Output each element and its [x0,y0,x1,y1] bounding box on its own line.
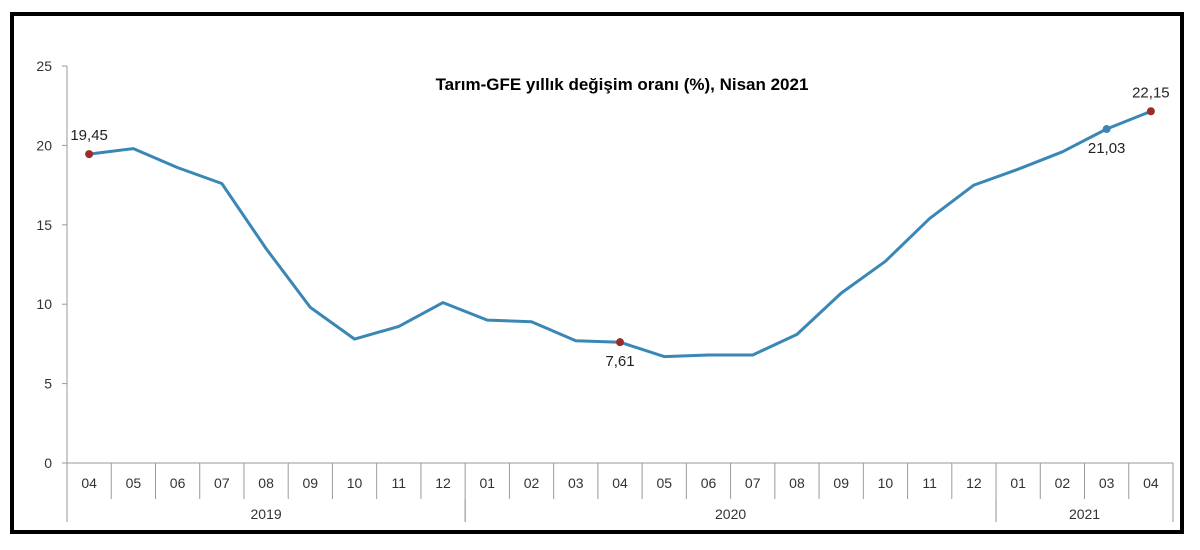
axes [66,66,1174,522]
x-tick-label: 07 [745,475,761,491]
x-tick-label: 11 [392,475,407,491]
x-tick-label: 01 [1010,475,1026,491]
x-tick-label: 10 [347,475,363,491]
year-label: 2021 [1069,506,1100,522]
data-label: 19,45 [70,127,108,144]
chart-title: Tarım-GFE yıllık değişim oranı (%), Nisa… [436,75,809,94]
data-label: 22,15 [1132,84,1170,101]
x-tick-label: 06 [701,475,717,491]
highlight-marker [616,338,624,347]
x-tick-label: 10 [878,475,894,491]
highlight-layer: 19,45 7,61 21,03 22,15 [70,84,1169,370]
x-tick-label: 12 [966,475,982,491]
y-tick-label: 25 [36,58,52,74]
x-tick-label: 07 [214,475,230,491]
y-tick-label: 10 [36,296,52,312]
x-tick-label: 01 [479,475,495,491]
series-layer [87,109,1153,359]
x-tick-label: 03 [568,475,584,491]
x-axis-ticks: 04 05 06 07 08 09 10 11 12 01 02 03 04 05 06 07 08 09 10 11… [66,463,1174,499]
year-group-labels: 2019 2020 2021 [66,499,1174,522]
x-tick-label: 02 [524,475,540,491]
y-tick-label: 5 [44,376,52,392]
x-tick-label: 06 [170,475,186,491]
series-line [87,109,1153,359]
highlight-marker [85,150,94,159]
highlight-marker [1146,107,1155,116]
y-tick-label: 20 [36,137,52,153]
x-tick-label: 04 [1143,475,1159,491]
x-tick-label: 04 [81,475,97,491]
x-tick-label: 08 [789,475,805,491]
highlight-marker [1102,125,1111,134]
y-tick-label: 0 [44,455,52,471]
x-tick-label: 03 [1099,475,1115,491]
year-label: 2019 [251,506,282,522]
y-tick-label: 15 [36,217,52,233]
x-tick-label: 11 [922,475,937,491]
year-label: 2020 [715,506,746,522]
data-label: 7,61 [605,353,634,370]
x-tick-label: 05 [126,475,142,491]
chart-frame [10,12,1184,534]
x-tick-label: 08 [258,475,274,491]
x-tick-label: 02 [1055,475,1071,491]
x-tick-label: 09 [833,475,849,491]
y-axis-ticks: 0 5 10 15 20 25 [36,58,67,471]
x-tick-label: 09 [303,475,319,491]
x-tick-label: 04 [612,475,628,491]
x-tick-label: 05 [656,475,672,491]
data-label: 21,03 [1088,140,1126,157]
x-tick-label: 12 [435,475,451,491]
